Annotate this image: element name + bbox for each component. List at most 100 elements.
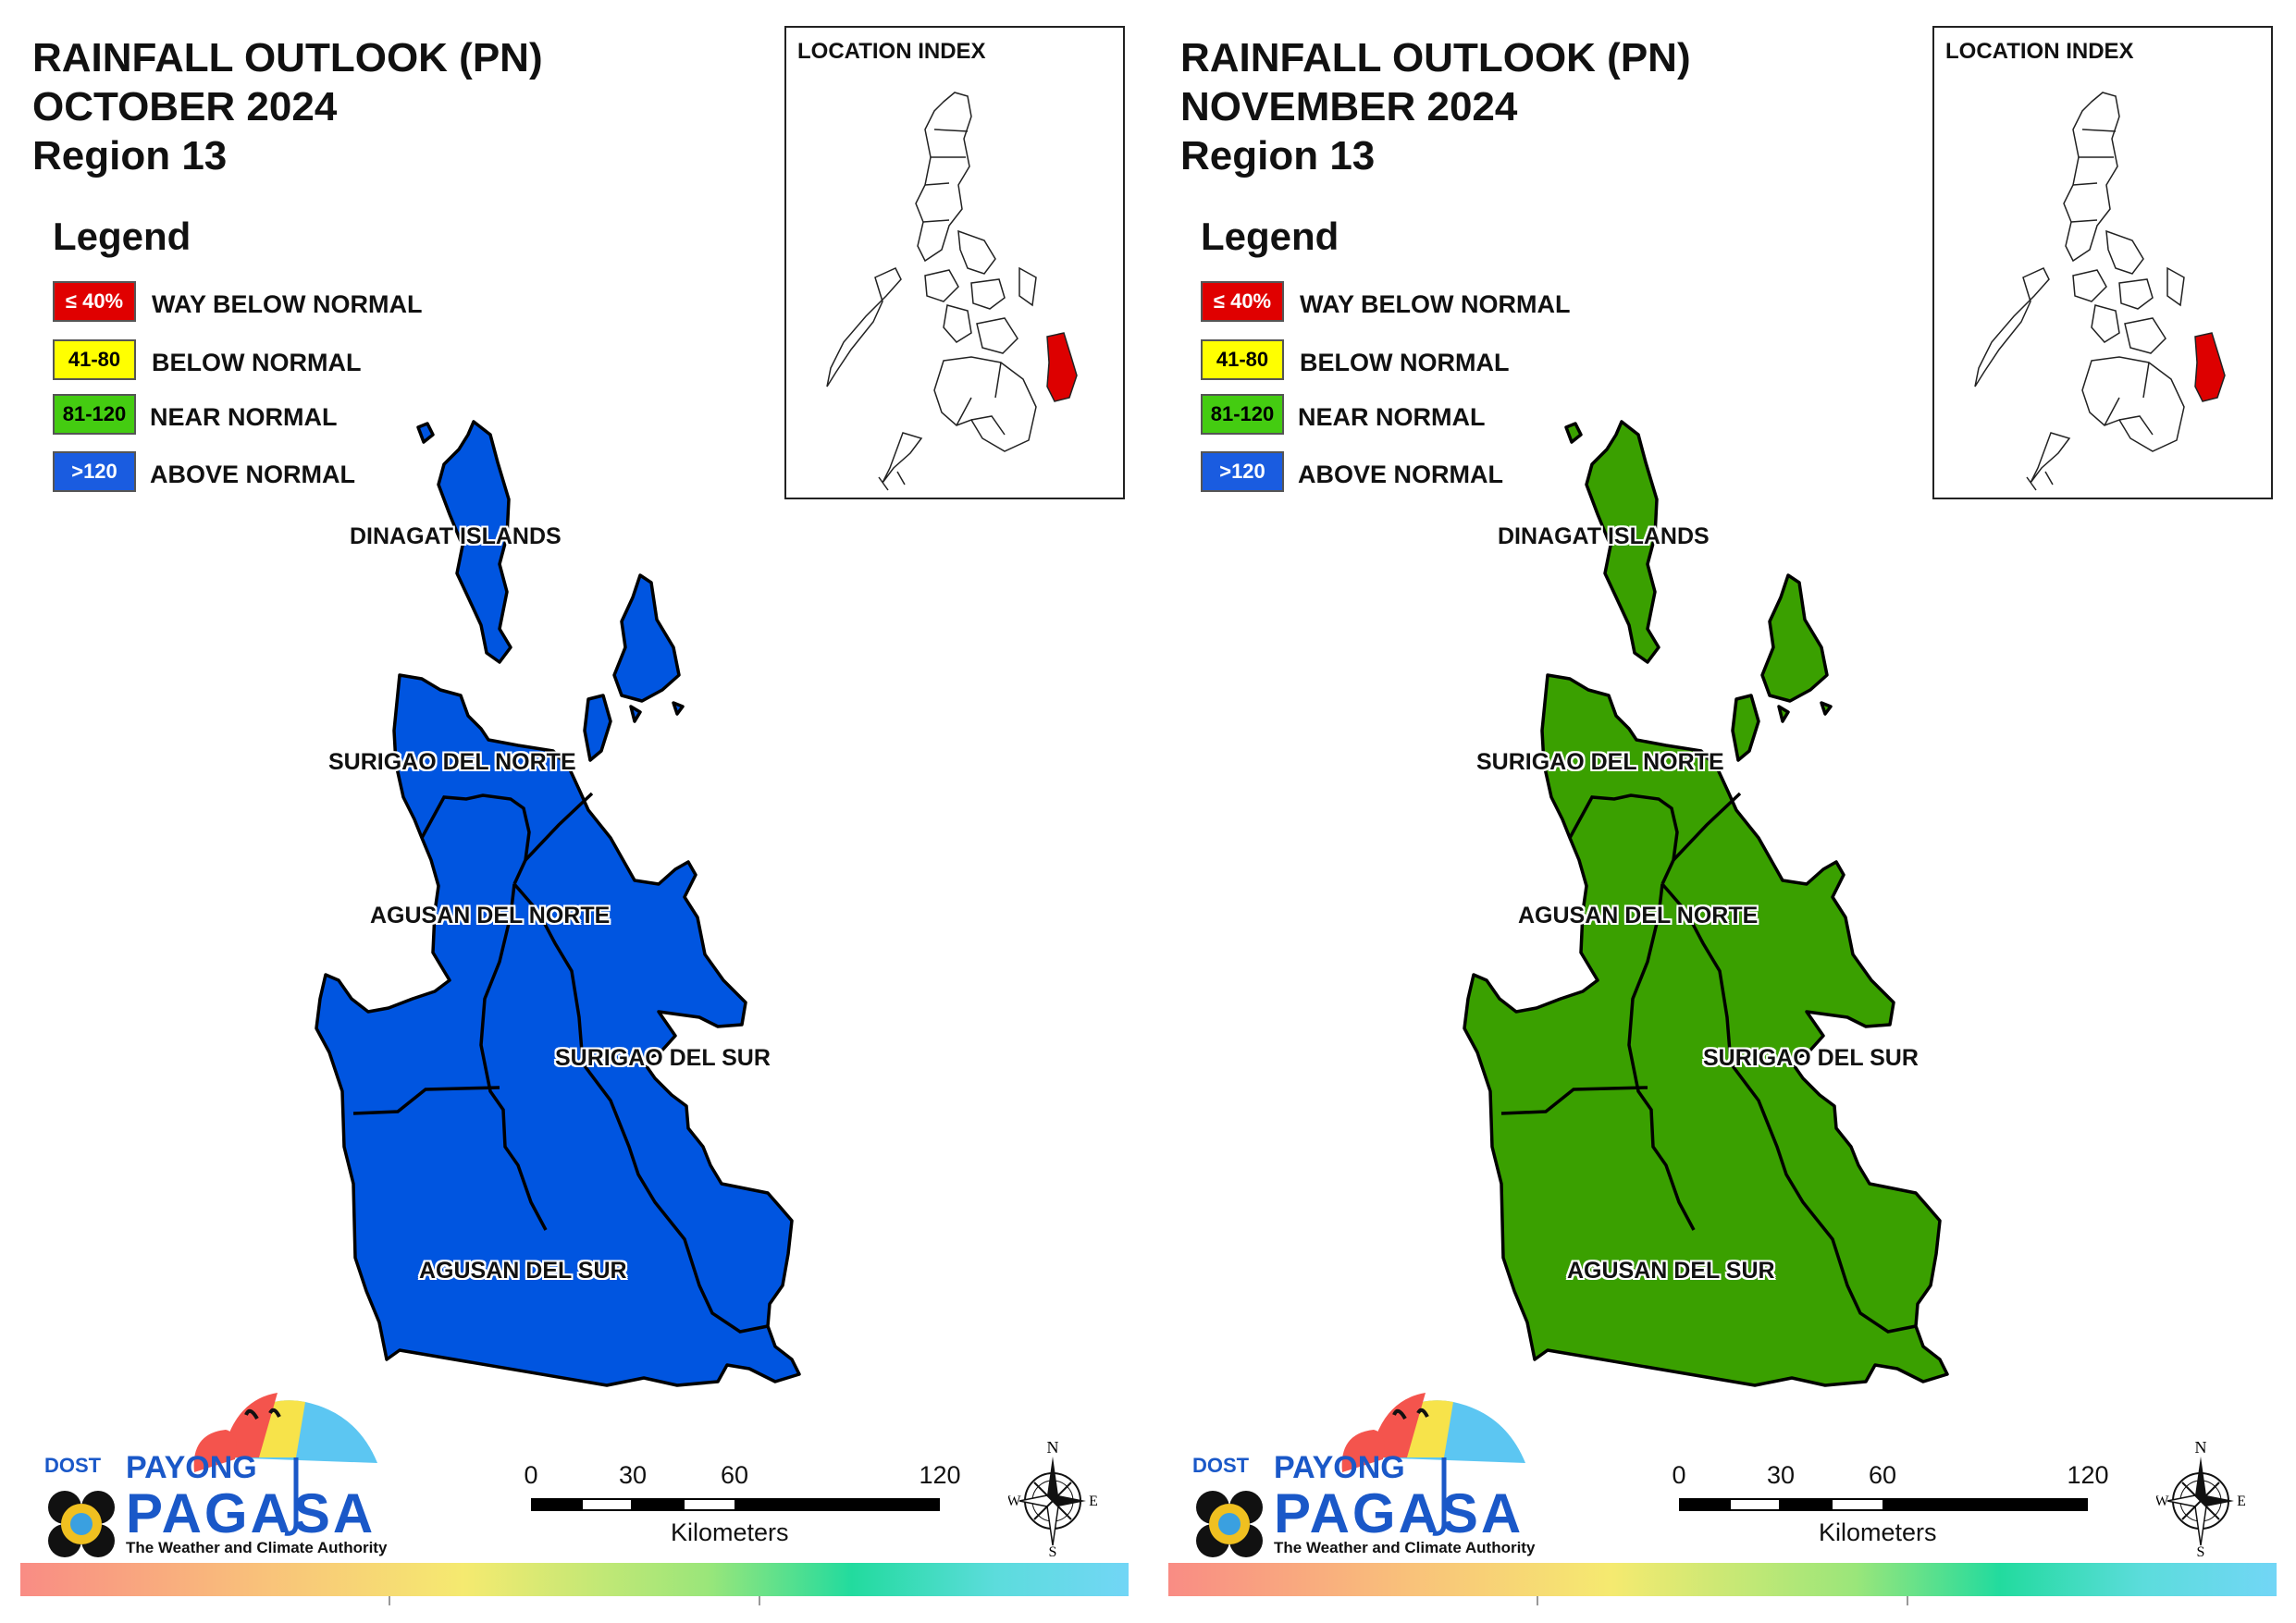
payong-logo-text: PAYONG [1274, 1450, 1405, 1485]
region-mainland [1463, 673, 1949, 1387]
legend-label: NEAR NORMAL [150, 403, 338, 431]
footer-tick [1907, 1596, 1908, 1605]
scale-segment [1882, 1498, 2088, 1511]
label-dinagat-islands: DINAGAT ISLANDS [350, 523, 562, 549]
philippines-outline-map [826, 92, 1078, 491]
scale-unit-label: Kilometers [1819, 1518, 1937, 1546]
legend-label: WAY BELOW NORMAL [1300, 290, 1571, 318]
province-dinagat-islands [1564, 420, 1660, 664]
tagline: The Weather and Climate Authority [126, 1539, 388, 1556]
compass-w: W [2156, 1494, 2169, 1509]
compass-w: W [1008, 1494, 1021, 1509]
payong-pagasa-logo [48, 1393, 377, 1557]
payong-logo-text: PAYONG [126, 1450, 257, 1485]
title-line-2: OCTOBER 2024 [32, 84, 338, 129]
legend-label: WAY BELOW NORMAL [152, 290, 423, 318]
tagline: The Weather and Climate Authority [1274, 1539, 1536, 1556]
legend-swatch: 41-80 [53, 339, 136, 380]
title-line-3: Region 13 [1180, 133, 1376, 178]
compass-s: S [2197, 1544, 2205, 1558]
pagasa-logo-text: PAGASA [126, 1482, 376, 1544]
legend-swatch: >120 [1201, 451, 1284, 492]
footer-tick [759, 1596, 760, 1605]
legend-swatch: >120 [53, 451, 136, 492]
scale-segment [581, 1498, 633, 1511]
title-line-3: Region 13 [32, 133, 228, 178]
dost-logo-text: DOST [1192, 1454, 1250, 1477]
footer-color-strip [1168, 1563, 2277, 1596]
footer-tick [1537, 1596, 1538, 1605]
legend-label: BELOW NORMAL [1300, 349, 1510, 376]
inset-title: LOCATION INDEX [797, 39, 986, 64]
legend-swatch: ≤ 40% [1201, 281, 1284, 322]
compass-e: E [1089, 1494, 1097, 1509]
label-agusan-del-sur: AGUSAN DEL SUR [419, 1258, 627, 1284]
label-surigao-del-sur: SURIGAO DEL SUR [1703, 1045, 1919, 1071]
payong-pagasa-logo [1196, 1393, 1525, 1557]
province-siargao-island [583, 573, 685, 762]
scale-unit-label: Kilometers [671, 1518, 789, 1546]
scale-segment [631, 1498, 685, 1511]
legend-title: Legend [1201, 215, 1339, 258]
compass-s: S [1049, 1544, 1057, 1558]
scale-bar: 0 30 60 120 Kilometers [1666, 1461, 2129, 1546]
philippines-outline-map [1974, 92, 2226, 491]
inset-title: LOCATION INDEX [1945, 39, 2134, 64]
compass-e: E [2237, 1494, 2245, 1509]
scale-segment [531, 1498, 583, 1511]
legend-label: NEAR NORMAL [1298, 403, 1486, 431]
province-siargao-island [1731, 573, 1833, 762]
north-arrow-compass-icon: N E S W [2154, 1438, 2245, 1560]
scale-tick-label: 0 [1672, 1461, 1686, 1489]
location-index-inset: LOCATION INDEX [784, 26, 1125, 499]
scale-tick-label: 120 [919, 1461, 961, 1489]
north-arrow-compass-icon: N E S W [1006, 1438, 1097, 1560]
outlook-panel-november: RAINFALL OUTLOOK (PN) NOVEMBER 2024 Regi… [1148, 0, 2296, 1623]
title-line-1: RAINFALL OUTLOOK (PN) [1180, 35, 1691, 80]
legend-title: Legend [53, 215, 191, 258]
legend-swatch: 41-80 [1201, 339, 1284, 380]
scale-tick-label: 30 [618, 1461, 648, 1489]
legend-label: BELOW NORMAL [152, 349, 362, 376]
label-dinagat-islands: DINAGAT ISLANDS [1498, 523, 1710, 549]
outlook-panel-october: RAINFALL OUTLOOK (PN) OCTOBER 2024 Regio… [20, 26, 1129, 1605]
title-line-2: NOVEMBER 2024 [1180, 84, 1518, 129]
label-agusan-del-norte: AGUSAN DEL NORTE [370, 903, 611, 928]
location-index-inset: LOCATION INDEX [1932, 26, 2273, 499]
scale-segment [1729, 1498, 1781, 1511]
legend-label: ABOVE NORMAL [1298, 461, 1503, 488]
scale-segment [1679, 1498, 1731, 1511]
legend-swatch: 81-120 [1201, 394, 1284, 435]
label-surigao-del-norte: SURIGAO DEL NORTE [1476, 749, 1724, 775]
label-agusan-del-sur: AGUSAN DEL SUR [1567, 1258, 1775, 1284]
title-line-1: RAINFALL OUTLOOK (PN) [32, 35, 543, 80]
scale-bar: 0 30 60 120 Kilometers [518, 1461, 981, 1546]
legend-label: ABOVE NORMAL [150, 461, 355, 488]
scale-tick-label: 30 [1766, 1461, 1796, 1489]
province-dinagat-islands [416, 420, 512, 664]
scale-segment [1831, 1498, 1884, 1511]
map-title: RAINFALL OUTLOOK (PN) OCTOBER 2024 Regio… [32, 33, 543, 180]
label-surigao-del-sur: SURIGAO DEL SUR [555, 1045, 771, 1071]
label-agusan-del-norte: AGUSAN DEL NORTE [1518, 903, 1759, 928]
scale-segment [734, 1498, 940, 1511]
scale-tick-label: 0 [524, 1461, 538, 1489]
scale-segment [1779, 1498, 1833, 1511]
footer-tick [389, 1596, 390, 1605]
legend-swatch: 81-120 [53, 394, 136, 435]
dost-logo-text: DOST [44, 1454, 102, 1477]
label-surigao-del-norte: SURIGAO DEL NORTE [328, 749, 576, 775]
compass-n: N [1047, 1438, 1059, 1457]
legend-swatch: ≤ 40% [53, 281, 136, 322]
scale-tick-label: 60 [1868, 1461, 1897, 1489]
footer-color-strip [20, 1563, 1129, 1596]
map-title: RAINFALL OUTLOOK (PN) NOVEMBER 2024 Regi… [1180, 33, 1691, 180]
scale-tick-label: 60 [720, 1461, 749, 1489]
compass-n: N [2195, 1438, 2207, 1457]
pagasa-logo-text: PAGASA [1274, 1482, 1524, 1544]
region-mainland [315, 673, 801, 1387]
scale-segment [683, 1498, 736, 1511]
caraga-region-map [315, 420, 801, 1387]
scale-tick-label: 120 [2067, 1461, 2109, 1489]
caraga-region-map [1463, 420, 1949, 1387]
